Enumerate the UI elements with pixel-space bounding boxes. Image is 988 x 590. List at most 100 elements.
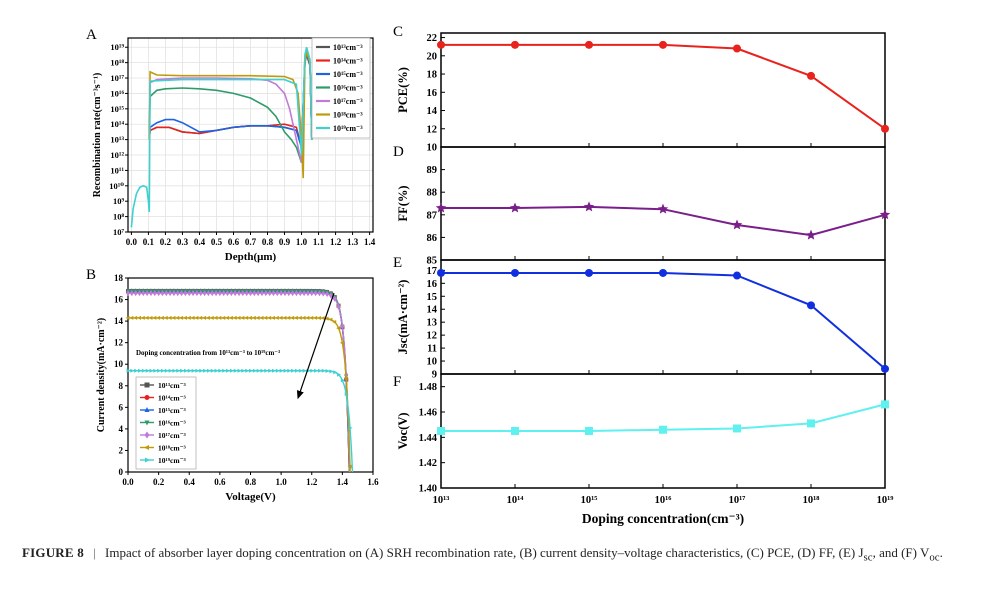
y-tick-label: 12 [427,124,438,135]
jv-marker [298,290,303,297]
jv-marker [259,290,264,297]
x-tick-label: 1.4 [337,477,349,487]
jv-marker [191,368,196,373]
x-tick-label: 1.2 [330,237,342,247]
jv-marker [305,290,310,297]
series-line-c [441,43,886,130]
jv-marker [309,315,314,320]
jv-marker [180,368,185,373]
y-tick-label: 2 [119,445,124,455]
x-tick-label: 0.6 [214,477,226,487]
jv-marker [159,315,164,320]
jv-marker [263,290,268,297]
jv-marker [176,368,181,373]
jv-marker [228,315,233,320]
jv-marker [260,368,265,373]
jv-marker [294,290,299,297]
y-tick-label: 87 [427,210,438,221]
data-point-f [511,427,519,435]
legend-label-b: 10¹³cm⁻³ [158,381,187,390]
jv-marker [221,290,226,297]
jv-marker [129,290,134,297]
jv-marker [202,290,207,297]
y-tick-label: 86 [427,233,438,244]
panel-c-to-f: C10121416182022PCE(%)D8586878889FF(%)E91… [393,24,893,526]
jv-marker [171,315,176,320]
jv-marker [294,368,299,373]
jv-marker [256,368,261,373]
jv-marker [232,315,237,320]
data-point-d [879,209,891,220]
jv-marker [153,368,158,373]
jv-marker [333,370,338,375]
jv-marker [126,368,131,373]
jv-marker [137,290,142,297]
jv-marker [264,368,269,373]
legend-label-a: 10¹⁸cm⁻³ [333,111,363,120]
x-axis-label-b: Voltage(V) [225,491,276,503]
data-point-e [659,268,667,277]
jv-marker [209,315,214,320]
jv-marker [340,378,345,383]
data-point-c [659,40,667,49]
legend-label-b: 10¹⁷cm⁻³ [158,431,187,440]
jv-marker [213,315,218,320]
jv-marker [202,315,207,320]
jv-marker [301,315,306,320]
jv-marker [251,315,256,320]
y-tick-label: 1.42 [419,458,437,469]
jv-marker [163,315,168,320]
jv-marker [237,368,242,373]
data-point-f [881,400,889,409]
jv-marker [271,290,276,297]
legend-label-b: 10¹⁸cm⁻³ [158,444,187,453]
jv-marker [167,315,172,320]
jv-marker [157,368,162,373]
jv-marker [195,368,200,373]
jv-marker [268,368,273,373]
x-tick-label: 0.1 [143,237,155,247]
data-point-f [585,427,593,435]
x-tick-label: 0.8 [262,237,274,247]
x-tick-label: 10¹⁷ [729,495,746,506]
jv-marker [133,290,138,297]
jv-marker [160,290,165,297]
jv-marker [222,368,227,373]
series-line-a-5 [148,51,313,179]
legend-label-b: 10¹⁶cm⁻³ [158,419,187,428]
jv-marker [191,290,196,297]
jv-marker [297,315,302,320]
jv-marker [293,315,298,320]
jv-marker [309,290,314,297]
jv-marker [259,315,264,320]
jv-marker [314,368,319,373]
jv-marker [203,368,208,373]
y-tick-label: 15 [427,292,438,303]
jv-marker [145,290,150,297]
jv-marker [186,315,191,320]
data-point-c [585,40,593,49]
legend-label-b: 10¹⁴cm⁻³ [158,394,187,403]
legend-label-a: 10¹⁹cm⁻³ [333,124,363,133]
jv-marker [275,290,280,297]
y-axis-label-b: Current density(mA·cm⁻²) [96,318,107,432]
x-tick-label: 1.4 [364,237,376,247]
jv-marker [245,368,250,373]
jv-marker [275,368,280,373]
data-point-d [509,202,521,213]
legend-marker-b [144,420,150,426]
jv-marker [129,315,134,320]
legend-label-a: 10¹³cm⁻³ [333,43,363,52]
jv-marker [241,368,246,373]
jv-marker [205,315,210,320]
jv-marker [134,368,139,373]
jv-marker [168,368,173,373]
jv-marker [156,290,161,297]
jv-marker [291,368,296,373]
jv-marker [198,290,203,297]
x-tick-label: 0.8 [245,477,257,487]
panel-label-d: D [393,144,404,160]
data-point-d [435,202,447,213]
jv-marker [340,323,345,330]
data-point-c [807,71,815,80]
